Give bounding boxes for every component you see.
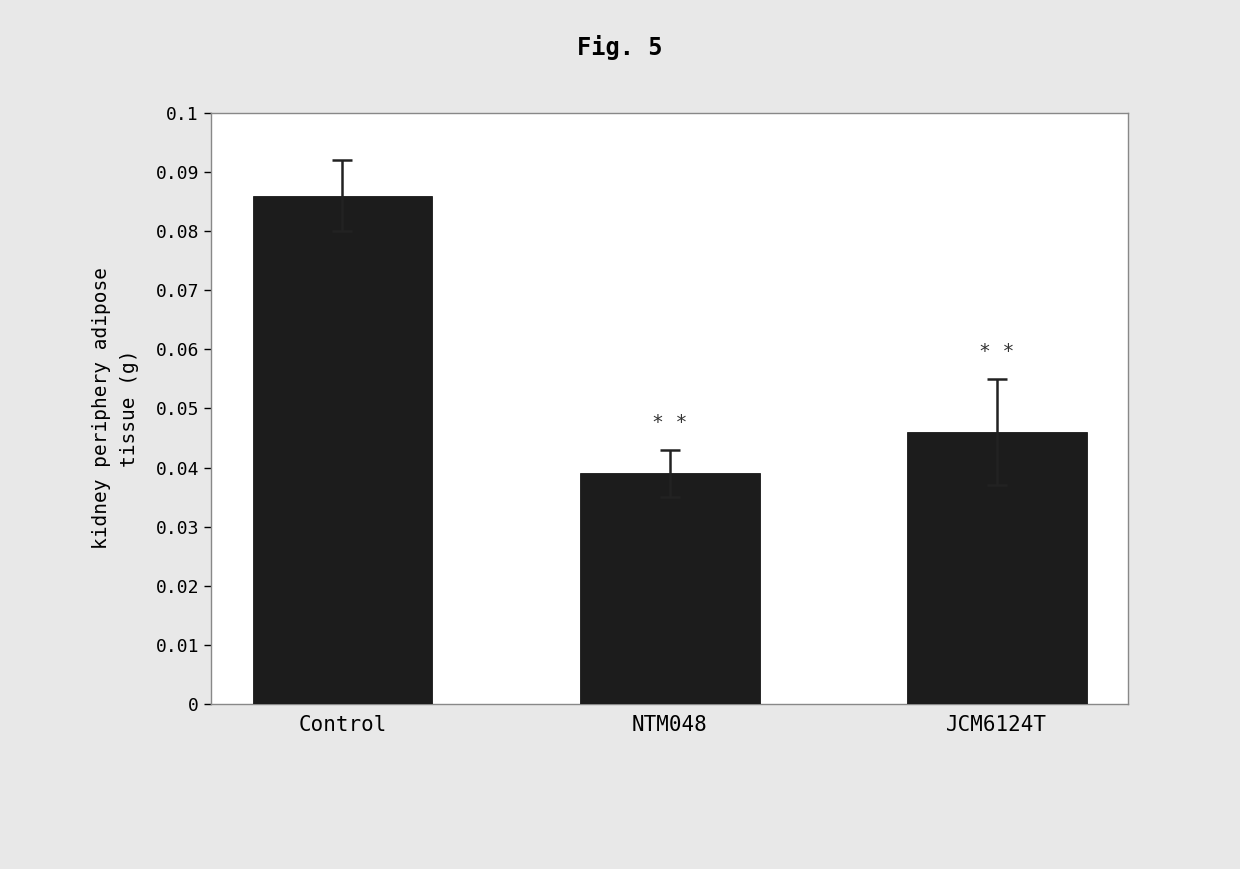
Bar xyxy=(579,474,760,704)
Bar xyxy=(253,196,433,704)
Bar xyxy=(906,432,1086,704)
Text: * *: * * xyxy=(980,342,1014,362)
Y-axis label: kidney periphery adipose
tissue (g): kidney periphery adipose tissue (g) xyxy=(92,268,139,549)
Text: * *: * * xyxy=(652,413,687,432)
Text: Fig. 5: Fig. 5 xyxy=(578,35,662,60)
